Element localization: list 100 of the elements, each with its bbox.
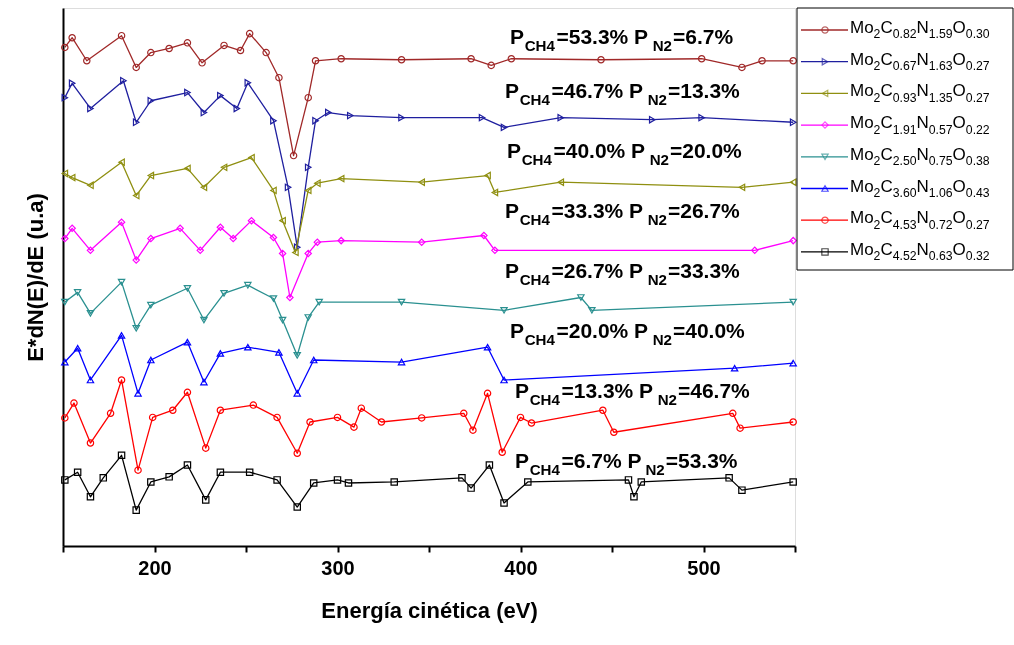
point: [397, 298, 406, 306]
point: [738, 63, 746, 72]
point: [68, 33, 76, 42]
point: [134, 466, 142, 474]
point: [117, 376, 126, 384]
point: [500, 499, 508, 507]
point: [148, 413, 157, 422]
point: [304, 314, 312, 321]
point: [313, 238, 322, 246]
point: [201, 444, 210, 452]
point: [725, 474, 733, 482]
point: [738, 183, 746, 192]
point: [491, 246, 499, 255]
point: [469, 426, 477, 434]
point: [68, 224, 76, 233]
x-tick-label: 200: [138, 556, 172, 579]
point: [165, 44, 173, 53]
point: [350, 423, 358, 431]
point: [698, 113, 706, 122]
point: [304, 186, 312, 195]
point: [269, 295, 278, 302]
point: [289, 151, 298, 160]
point: [485, 461, 494, 469]
point: [183, 338, 192, 346]
point: [201, 496, 210, 504]
point: [480, 231, 488, 240]
point: [284, 183, 292, 192]
point: [106, 409, 115, 418]
point: [184, 88, 191, 97]
point: [147, 301, 155, 309]
point: [269, 233, 278, 242]
point: [68, 173, 76, 182]
point: [357, 404, 366, 412]
point: [337, 54, 345, 63]
point: [304, 93, 312, 102]
point: [599, 406, 607, 414]
point: [117, 278, 126, 286]
point: [325, 108, 332, 117]
point: [309, 356, 318, 364]
y-axis-title: E*dN(E)/dE (u.a): [22, 193, 48, 362]
point: [500, 123, 508, 132]
point: [86, 376, 95, 384]
point: [516, 413, 525, 422]
point: [61, 298, 69, 306]
point: [273, 476, 281, 484]
point: [117, 218, 126, 226]
point: [610, 428, 618, 437]
point: [293, 389, 301, 397]
point: [789, 359, 797, 367]
point: [344, 479, 353, 487]
point: [293, 449, 301, 458]
point: [293, 352, 301, 359]
point: [577, 294, 585, 301]
point: [524, 478, 532, 486]
point: [637, 478, 646, 486]
point: [304, 163, 312, 172]
point: [200, 108, 208, 117]
point: [417, 414, 426, 422]
point: [597, 55, 605, 64]
point: [398, 113, 405, 122]
point: [507, 54, 516, 63]
point: [68, 79, 76, 88]
point: [738, 486, 746, 494]
point: [500, 376, 508, 384]
point: [216, 223, 225, 232]
point: [487, 61, 495, 70]
x-tick-label: 400: [504, 556, 538, 579]
point: [390, 478, 398, 486]
point: [73, 289, 82, 296]
point: [314, 179, 321, 187]
point: [132, 324, 140, 332]
point: [750, 246, 759, 255]
point: [729, 409, 737, 418]
point: [789, 478, 797, 486]
point: [86, 493, 95, 501]
point: [217, 91, 224, 100]
point: [588, 306, 596, 314]
point: [311, 57, 320, 65]
point: [216, 350, 225, 357]
point: [132, 256, 140, 264]
point: [244, 281, 252, 289]
point: [270, 116, 277, 125]
point: [292, 248, 299, 257]
point: [557, 178, 565, 186]
point: [147, 356, 155, 364]
point: [86, 439, 95, 447]
point: [273, 413, 281, 422]
point: [247, 216, 256, 225]
point: [87, 104, 94, 113]
point: [86, 310, 95, 317]
point: [120, 77, 127, 85]
point: [83, 57, 91, 65]
point: [233, 104, 241, 113]
point: [337, 236, 345, 245]
point: [70, 399, 78, 407]
point: [758, 57, 766, 65]
point: [132, 191, 140, 200]
point: [183, 284, 192, 292]
point: [293, 503, 301, 511]
point: [312, 116, 319, 125]
